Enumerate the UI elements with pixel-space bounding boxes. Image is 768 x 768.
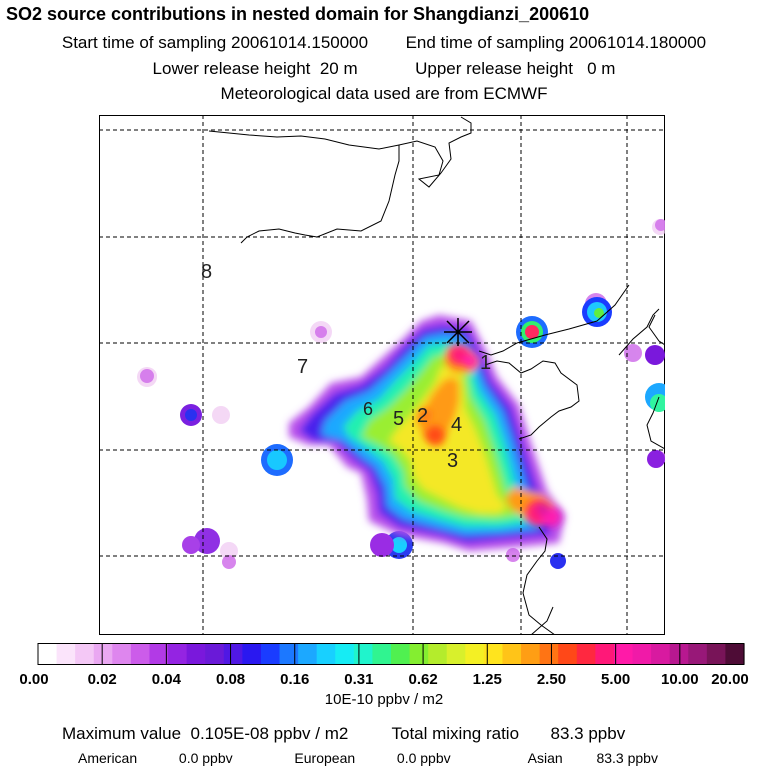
color-scale-cell (558, 644, 578, 664)
max-value-label: Maximum value (62, 724, 182, 743)
grid-lines (99, 115, 665, 635)
lower-height-label: Lower release height (152, 59, 311, 78)
lower-height-value: 20 m (319, 59, 358, 78)
map-title: SO2 source contributions in nested domai… (6, 4, 590, 24)
color-scale-tick-label: 10.00 (661, 671, 699, 688)
color-scale-cell (446, 644, 466, 664)
color-scale-cell (186, 644, 206, 664)
color-scale-cell (539, 644, 559, 664)
color-scale-tick-label: 0.04 (152, 671, 182, 688)
region-label-6: 6 (363, 399, 373, 419)
color-scale-cell (651, 644, 671, 664)
max-value: 0.105E-08 ppbv / m2 (190, 724, 349, 743)
color-scale-tick-labels: 0.00 0.02 0.04 0.08 0.16 0.31 0.62 1.25 2.50 5.00… (19, 671, 748, 688)
color-scale-cell (223, 644, 243, 664)
isolated-blobs (180, 297, 665, 569)
color-scale-tick-label: 0.16 (280, 671, 309, 688)
asian-value: 83.3 ppbv (596, 750, 658, 766)
color-scale-cell (502, 644, 522, 664)
contribution-map: 8 7 6 5 2 4 3 1 (99, 115, 665, 635)
american-label: American (78, 750, 138, 766)
color-scale-cell (595, 644, 615, 664)
total-mixing-label: Total mixing ratio (391, 724, 520, 743)
color-scale-cell (576, 644, 596, 664)
start-time-value: 20061014.150000 (231, 33, 369, 52)
end-time-value: 20061014.180000 (569, 33, 707, 52)
coastlines (208, 116, 665, 635)
european-label: European (294, 750, 356, 766)
color-scale-cell (725, 644, 745, 664)
color-scale-cell (149, 644, 169, 664)
asian-label: Asian (527, 750, 563, 766)
color-scale-cell (632, 644, 652, 664)
region-label-1: 1 (480, 352, 491, 374)
upper-height-label: Upper release height (415, 59, 573, 78)
color-scale-cell (205, 644, 225, 664)
upper-height-value: 0 m (587, 59, 616, 78)
color-scale-cell (483, 644, 504, 664)
color-scale-tick-label: 0.02 (88, 671, 117, 688)
color-scale-cell (465, 644, 485, 664)
total-mixing-value: 83.3 ppbv (550, 724, 626, 743)
color-scale-cell (688, 644, 708, 664)
color-scale-cell (279, 644, 299, 664)
color-scale-cell (669, 644, 689, 664)
end-time-label: End time of sampling (405, 33, 565, 52)
color-scale-units: 10E-10 ppbv / m2 (324, 691, 444, 708)
color-scale-tick-label: 20.00 (711, 671, 749, 688)
color-scale-legend: 0.00 0.02 0.04 0.08 0.16 0.31 0.62 1.25 2.50 5.00… (19, 643, 749, 688)
color-scale-cell (706, 644, 727, 664)
color-scale-tick-label: 2.50 (537, 671, 566, 688)
color-scale-cell (335, 644, 355, 664)
color-scale-cell (613, 644, 634, 664)
region-label-4: 4 (451, 414, 462, 436)
european-value: 0.0 ppbv (396, 750, 451, 766)
color-scale-cells (38, 644, 745, 664)
region-label-7: 7 (297, 356, 308, 378)
color-scale-tick-label: 0.00 (19, 671, 48, 688)
american-value: 0.0 ppbv (178, 750, 233, 766)
color-scale-tick-label: 0.08 (216, 671, 245, 688)
color-scale-cell (168, 644, 188, 664)
color-scale-cell (521, 644, 541, 664)
color-scale-tick-label: 5.00 (601, 671, 630, 688)
color-scale-cell (316, 644, 336, 664)
plume-layer (137, 219, 665, 569)
color-scale-cell (112, 644, 132, 664)
color-scale-cell (391, 644, 411, 664)
color-scale-cell (56, 644, 76, 664)
color-scale-ticks (37, 644, 745, 664)
color-scale-cell (353, 644, 374, 664)
color-scale-cell (428, 644, 448, 664)
region-label-3: 3 (447, 450, 458, 472)
color-scale-cell (93, 644, 113, 664)
region-label-2: 2 (417, 405, 428, 427)
color-scale-tick-label: 1.25 (473, 671, 502, 688)
region-label-5: 5 (393, 408, 404, 430)
receptor-star-marker (444, 318, 472, 346)
color-scale-cell (242, 644, 262, 664)
sampling-times: Start time of sampling 20061014.150000 E… (0, 33, 768, 53)
color-scale-tick-label: 0.31 (344, 671, 373, 688)
color-scale-cell (372, 644, 392, 664)
color-scale-cell (298, 644, 318, 664)
color-scale-cell (130, 644, 151, 664)
color-scale-cell (260, 644, 281, 664)
color-scale-cell (409, 644, 429, 664)
color-scale-cell (75, 644, 95, 664)
plume-hotspots (419, 345, 561, 527)
region-label-8: 8 (201, 261, 212, 283)
release-heights: Lower release height 20 m Upper release … (0, 59, 768, 79)
start-time-label: Start time of sampling (61, 33, 227, 52)
region-labels: 8 7 6 5 2 4 3 1 (201, 261, 491, 472)
color-scale-tick-label: 0.62 (408, 671, 437, 688)
color-scale-cell (38, 644, 58, 664)
region-totals: American 0.0 ppbv European 0.0 ppbv Asia… (78, 750, 658, 766)
summary-line: Maximum value 0.105E-08 ppbv / m2 Total … (62, 724, 625, 744)
met-data-note: Meteorological data used are from ECMWF (220, 84, 548, 103)
